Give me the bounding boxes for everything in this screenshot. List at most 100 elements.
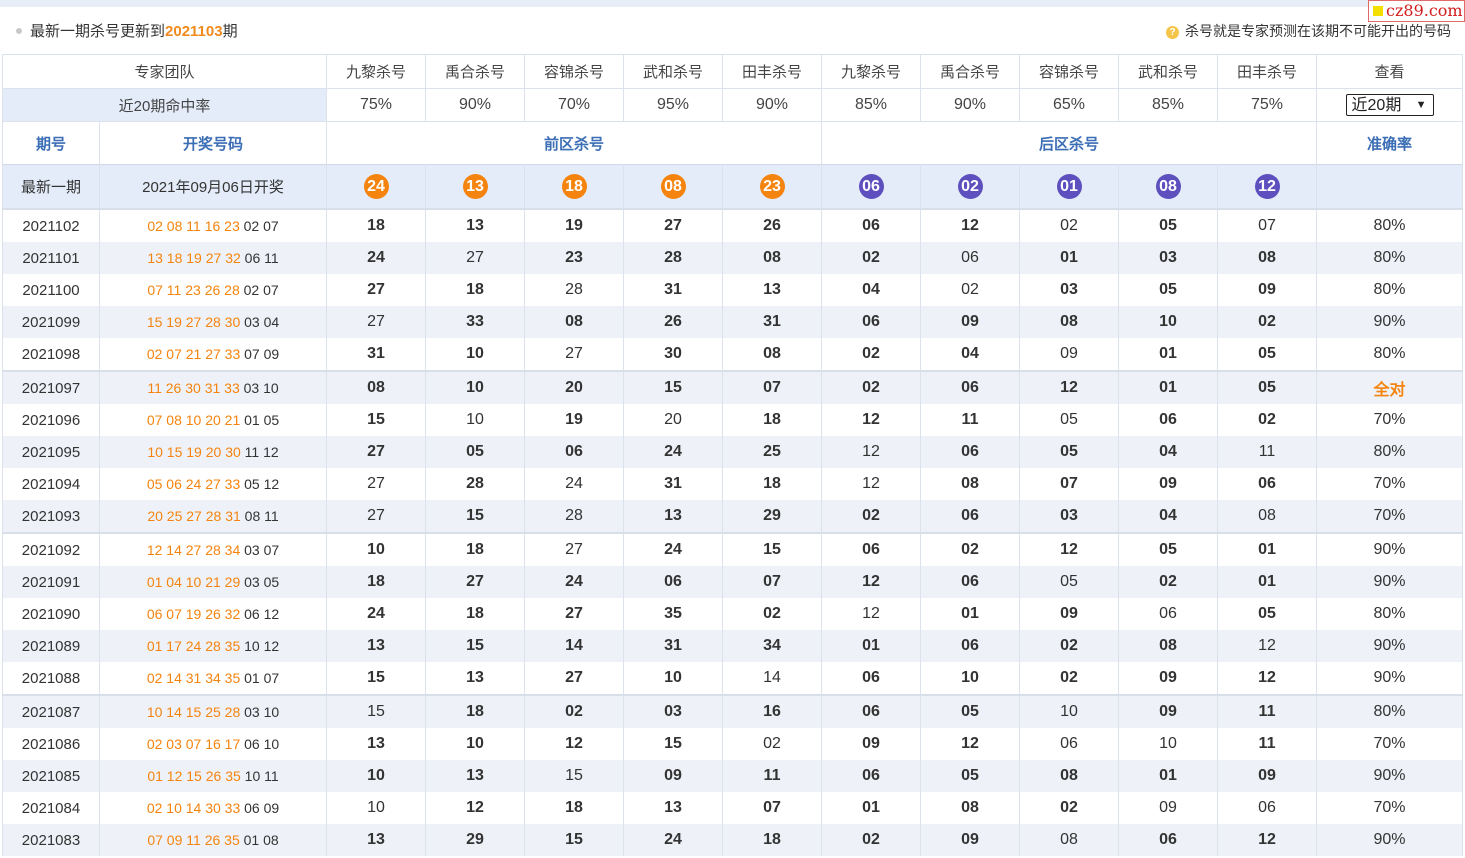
back-kill-number: 02: [821, 242, 922, 274]
front-kill-number: 31: [326, 338, 427, 371]
back-kill-number: 06: [821, 306, 922, 338]
draw-numbers: 01 04 10 21 29 03 05: [98, 566, 328, 598]
front-kill-number: 18: [722, 468, 823, 500]
issue-number: 2021098: [2, 338, 100, 371]
back-kill-number: 12: [1019, 532, 1120, 566]
kill-number-table: 专家团队 九黎杀号 禹合杀号 容锦杀号 武和杀号 田丰杀号 九黎杀号 禹合杀号 …: [1, 54, 1464, 856]
front-kill-number: 15: [623, 728, 724, 760]
front-kill-number: 10: [326, 792, 427, 824]
issue-number: 2021089: [2, 630, 100, 662]
back-kill-number: 02: [1019, 662, 1120, 695]
back-kill-number: 08: [1019, 824, 1120, 856]
front-kill-number: 23: [524, 242, 625, 274]
front-kill-number: 30: [623, 338, 724, 371]
draw-numbers: 02 03 07 16 17 06 10: [98, 728, 328, 760]
front-kill-number: 26: [623, 306, 724, 338]
back-kill-number: 09: [1118, 662, 1219, 695]
hit-rate-value: 95%: [623, 88, 724, 122]
front-kill-number: 13: [326, 824, 427, 856]
front-kill-number: 27: [623, 208, 724, 242]
back-kill-number: 09: [1217, 760, 1318, 792]
front-kill-number: 35: [623, 598, 724, 630]
issue-number: 2021083: [2, 824, 100, 856]
front-kill-ball: 24: [363, 174, 389, 199]
back-kill-number: 05: [1118, 532, 1219, 566]
front-kill-number: 28: [623, 242, 724, 274]
issue-number: 2021086: [2, 728, 100, 760]
period-select-value: 近20期: [1351, 97, 1402, 114]
front-kill-number: 27: [326, 468, 427, 500]
front-kill-number: 10: [425, 404, 526, 436]
help-icon[interactable]: ?: [1166, 26, 1179, 39]
back-kill-number: 06: [920, 436, 1021, 468]
table-row: 2021101 13 18 19 27 32 06 11 24 27 23 28 08 02 0…: [2, 242, 1464, 274]
front-kill-number: 15: [326, 694, 427, 728]
back-kill-number: 06: [821, 532, 922, 566]
draw-numbers: 13 18 19 27 32 06 11: [98, 242, 328, 274]
expert-name: 容锦杀号: [1019, 54, 1120, 89]
back-kill-number: 05: [1019, 436, 1120, 468]
front-kill-number: 02: [722, 728, 823, 760]
back-kill-number: 06: [1118, 824, 1219, 856]
front-kill-number: 27: [326, 306, 427, 338]
front-kill-number: 18: [425, 532, 526, 566]
back-kill-number: 01: [920, 598, 1021, 630]
latest-accuracy-empty: [1316, 164, 1464, 209]
front-kill-number: 10: [623, 662, 724, 695]
front-draw-numbers: 02 10 14 30 33: [146, 800, 241, 816]
back-kill-number: 12: [1217, 662, 1318, 695]
issue-number: 2021091: [2, 566, 100, 598]
back-kill-number: 01: [1118, 760, 1219, 792]
front-draw-numbers: 02 08 11 16 23: [147, 218, 240, 234]
back-draw-numbers: 06 11: [244, 250, 279, 266]
issue-number: 2021093: [2, 500, 100, 533]
issue-number: 2021100: [2, 274, 100, 306]
front-kill-number: 14: [722, 662, 823, 695]
back-kill-number: 06: [920, 370, 1021, 404]
front-kill-number: 27: [425, 566, 526, 598]
back-kill-number: 06: [1217, 792, 1318, 824]
issue-number: 2021102: [2, 208, 100, 242]
front-kill-ball: 23: [759, 174, 785, 199]
front-draw-numbers: 11 26 30 31 33: [147, 380, 240, 396]
draw-numbers: 07 09 11 26 35 01 08: [98, 824, 328, 856]
back-kill-number: 07: [1217, 208, 1318, 242]
back-draw-numbers: 01 05: [244, 412, 280, 428]
front-draw-numbers: 01 04 10 21 29: [146, 574, 241, 590]
front-kill-number: 18: [425, 274, 526, 306]
hit-rate-value: 85%: [1118, 88, 1219, 122]
front-kill-number: 02: [524, 694, 625, 728]
back-kill-number: 01: [821, 630, 922, 662]
front-kill-number: 13: [326, 728, 427, 760]
back-kill-number: 05: [1118, 274, 1219, 306]
hit-rate-value: 85%: [821, 88, 922, 122]
front-kill-number: 25: [722, 436, 823, 468]
front-draw-numbers: 10 14 15 25 28: [146, 704, 241, 720]
hit-rate-value: 90%: [920, 88, 1021, 122]
table-row: 2021084 02 10 14 30 33 06 09 10 12 18 13 07 01 0…: [2, 792, 1464, 824]
period-select[interactable]: 近20期 ▼: [1345, 94, 1434, 116]
back-kill-number: 11: [1217, 728, 1318, 760]
back-kill-number: 02: [920, 274, 1021, 306]
back-kill-number: 04: [920, 338, 1021, 371]
back-kill-number: 12: [821, 436, 922, 468]
back-kill-number: 06: [821, 208, 922, 242]
draw-numbers: 05 06 24 27 33 05 12: [98, 468, 328, 500]
accuracy-value: 90%: [1316, 630, 1464, 662]
back-draw-numbers: 06 09: [244, 800, 280, 816]
back-draw-numbers: 03 04: [244, 314, 280, 330]
front-kill-number: 08: [722, 338, 823, 371]
hit-rate-value: 70%: [524, 88, 625, 122]
back-kill-number: 06: [1217, 468, 1318, 500]
back-kill-number: 04: [1118, 500, 1219, 533]
back-kill-number: 02: [1019, 630, 1120, 662]
draw-numbers: 06 07 19 26 32 06 12: [98, 598, 328, 630]
site-logo[interactable]: cz89.com: [1368, 0, 1465, 22]
back-kill-number: 11: [1217, 436, 1318, 468]
back-kill-number: 02: [821, 370, 922, 404]
back-draw-numbers: 10 12: [244, 638, 280, 654]
accuracy-value: 70%: [1316, 500, 1464, 533]
issue-number: 2021090: [2, 598, 100, 630]
back-draw-numbers: 02 07: [243, 218, 279, 234]
accuracy-value: 70%: [1316, 728, 1464, 760]
